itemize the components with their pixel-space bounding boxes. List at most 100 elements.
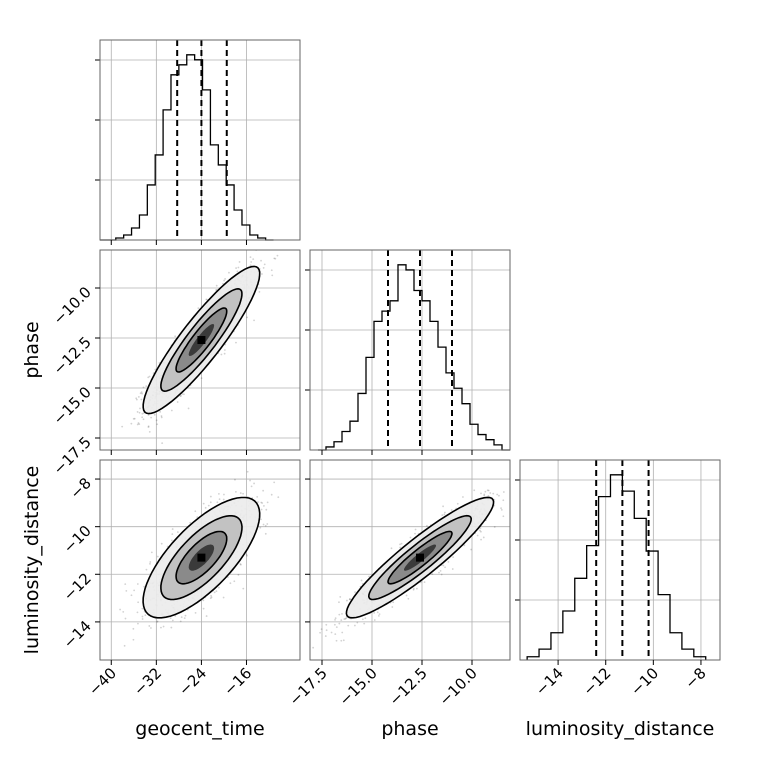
- scatter-point: [325, 629, 328, 632]
- scatter-point: [153, 413, 156, 416]
- scatter-point: [183, 393, 185, 396]
- scatter-point: [442, 505, 444, 508]
- scatter-point: [502, 499, 505, 502]
- scatter-point: [180, 616, 183, 619]
- scatter-point: [447, 560, 450, 563]
- scatter-point: [502, 491, 505, 493]
- panel-frame: [519, 459, 721, 661]
- scatter-point: [170, 539, 173, 542]
- scatter-point: [181, 393, 184, 395]
- scatter-point: [130, 594, 133, 597]
- histogram-step: [100, 54, 274, 241]
- scatter-point: [162, 625, 165, 628]
- scatter-point: [223, 352, 226, 355]
- x-tick-label: −15.0: [336, 664, 381, 709]
- scatter-point: [341, 613, 343, 615]
- x-tick-label: −10: [627, 664, 662, 699]
- hist-background: [310, 250, 510, 450]
- scatter-point: [442, 564, 445, 567]
- scatter-point: [147, 426, 150, 428]
- scatter-point: [147, 376, 150, 379]
- scatter-point: [238, 261, 241, 263]
- scatter-point: [249, 479, 251, 482]
- scatter-point: [155, 419, 158, 422]
- scatter-point: [319, 631, 321, 634]
- scatter-point: [136, 423, 139, 426]
- scatter-point: [312, 646, 315, 649]
- scatter-point: [233, 580, 236, 583]
- scatter-point: [407, 597, 410, 600]
- scatter-point: [148, 430, 151, 433]
- scatter-point: [360, 579, 363, 582]
- panel-frame: [309, 249, 511, 451]
- scatter-point: [174, 335, 177, 338]
- scatter-point: [196, 516, 199, 518]
- scatter-point: [266, 501, 269, 504]
- scatter-point: [266, 523, 269, 525]
- x-tick-label: −16: [220, 664, 255, 699]
- x-tick-label: −17.5: [286, 664, 331, 709]
- scatter-point: [392, 601, 395, 604]
- scatter-point: [140, 391, 143, 394]
- scatter-point: [184, 614, 187, 617]
- y-axis-label-luminosity_distance: luminosity_distance: [21, 466, 43, 655]
- scatter-point: [258, 290, 261, 293]
- scatter-point: [256, 495, 259, 498]
- scatter-point: [204, 506, 207, 509]
- scatter-point: [264, 524, 267, 527]
- scatter-point: [154, 368, 157, 371]
- scatter-point: [264, 532, 267, 535]
- scatter-point: [409, 536, 412, 539]
- scatter-point: [174, 615, 177, 617]
- scatter-point: [498, 494, 500, 497]
- scatter-point: [141, 416, 144, 419]
- panel-frame: [99, 39, 301, 241]
- scatter-point: [223, 279, 226, 282]
- scatter-point: [141, 607, 144, 610]
- scatter-panel-geocent_time-vs-phase: [99, 249, 301, 451]
- scatter-point: [335, 639, 338, 642]
- scatter-point: [476, 534, 479, 537]
- scatter-point: [257, 501, 259, 503]
- scatter-point: [343, 618, 346, 620]
- scatter-point: [252, 258, 255, 261]
- scatter-point: [265, 508, 268, 511]
- scatter-point: [160, 626, 162, 629]
- scatter-point: [216, 501, 219, 504]
- scatter-point: [443, 513, 446, 516]
- scatter-point: [148, 375, 151, 378]
- scatter-point: [338, 622, 341, 625]
- scatter-point: [246, 554, 248, 557]
- scatter-point: [135, 397, 138, 400]
- scatter-point: [414, 528, 417, 531]
- scatter-point: [202, 607, 205, 610]
- hist-background: [100, 40, 300, 240]
- scatter-point: [500, 508, 503, 511]
- scatter-point: [138, 423, 141, 426]
- scatter-point: [479, 529, 481, 532]
- scatter-point: [215, 289, 217, 291]
- scatter-point: [344, 617, 347, 620]
- scatter-point: [273, 257, 276, 260]
- scatter-point: [179, 395, 182, 398]
- scatter-point: [122, 610, 125, 613]
- scatter-point: [141, 392, 144, 395]
- scatter-point: [450, 509, 453, 511]
- scatter-point: [119, 608, 121, 611]
- x-tick-label: −14: [532, 664, 567, 699]
- scatter-point: [237, 266, 240, 269]
- hist-background: [520, 460, 720, 660]
- scatter-point: [222, 498, 225, 501]
- scatter-point: [426, 524, 428, 527]
- scatter-point: [480, 492, 482, 495]
- scatter-point: [123, 644, 126, 647]
- scatter-point: [249, 264, 252, 267]
- scatter-point: [145, 385, 148, 387]
- scatter-point: [234, 490, 237, 493]
- x-tick-label: −10.0: [436, 664, 481, 709]
- scatter-point: [339, 596, 342, 598]
- y-tick-label: −12.5: [50, 333, 95, 378]
- scatter-point: [250, 261, 253, 263]
- scatter-point: [483, 493, 486, 496]
- scatter-point: [444, 566, 446, 569]
